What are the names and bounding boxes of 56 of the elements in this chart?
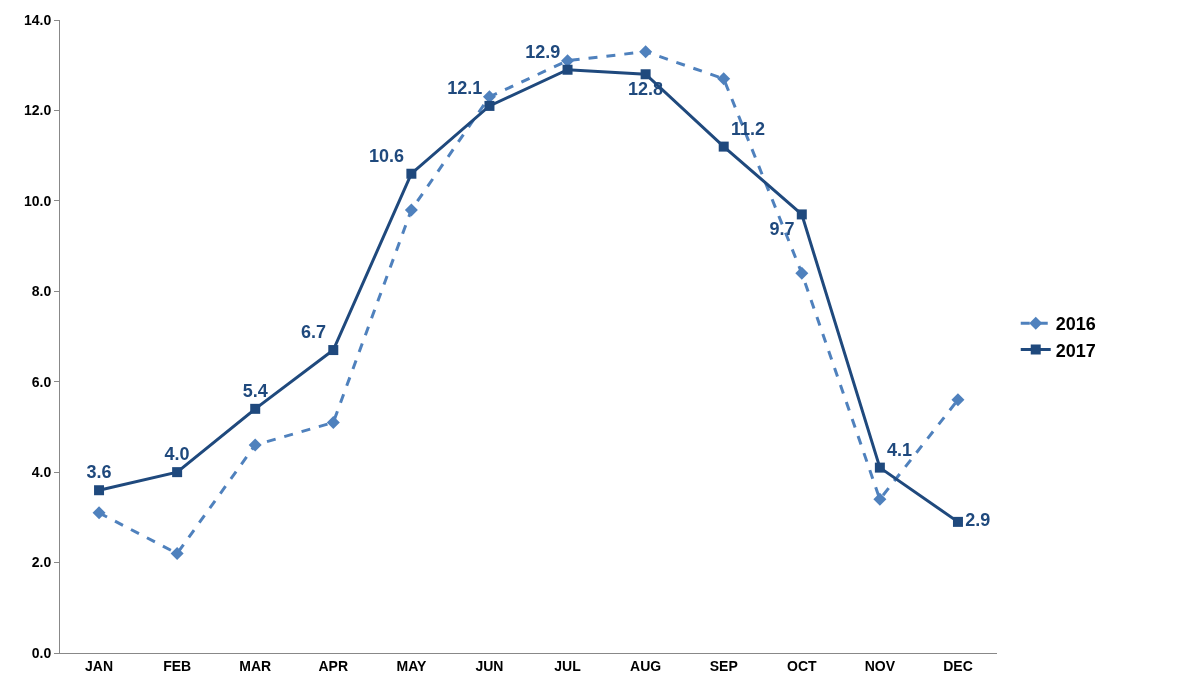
data-label: 10.6 [369, 145, 405, 166]
y-tick-label: 0.0 [31, 644, 52, 661]
x-tick-label: JUL [554, 657, 582, 674]
y-tick-label: 10.0 [23, 192, 52, 209]
point [404, 203, 418, 217]
point [250, 403, 261, 414]
y-tick-label: 14.0 [23, 11, 52, 28]
data-label: 12.8 [628, 79, 664, 100]
y-tick-label: 2.0 [31, 554, 52, 571]
point [718, 141, 729, 152]
point [248, 438, 262, 452]
x-tick-label: JAN [85, 657, 114, 674]
x-tick-label: OCT [787, 657, 818, 674]
y-tick-label: 8.0 [31, 283, 52, 300]
point [796, 209, 807, 220]
x-tick-label: MAY [396, 657, 427, 674]
x-tick-label: NOV [864, 657, 896, 674]
point [795, 266, 809, 280]
legend-label: 2017 [1055, 340, 1096, 361]
point [951, 393, 965, 407]
point [640, 69, 651, 80]
point [406, 168, 417, 179]
point [170, 547, 184, 561]
x-tick-label: APR [318, 657, 349, 674]
x-tick-label: MAR [239, 657, 272, 674]
y-tick-label: 4.0 [31, 464, 52, 481]
point [92, 506, 106, 520]
x-tick-label: SEP [709, 657, 738, 674]
data-label: 4.1 [887, 439, 913, 460]
point [639, 45, 653, 59]
point [562, 64, 573, 75]
data-label: 11.2 [730, 118, 766, 139]
legend-label: 2016 [1055, 314, 1096, 335]
x-tick-label: DEC [943, 657, 973, 674]
x-tick-label: JUN [475, 657, 504, 674]
point [484, 100, 495, 111]
data-label: 6.7 [301, 322, 327, 343]
data-label: 2.9 [965, 510, 991, 531]
data-label: 9.7 [769, 219, 795, 240]
point [873, 492, 887, 506]
data-label: 12.9 [525, 41, 561, 62]
data-label: 3.6 [86, 462, 112, 483]
point [94, 485, 105, 496]
point [172, 467, 183, 478]
point [328, 345, 339, 356]
point [717, 72, 731, 86]
x-tick-label: FEB [163, 657, 192, 674]
y-tick-label: 12.0 [23, 102, 52, 119]
x-tick-label: AUG [630, 657, 662, 674]
point [952, 516, 963, 527]
y-tick-label: 6.0 [31, 373, 52, 390]
point [874, 462, 885, 473]
point [326, 415, 340, 429]
data-label: 4.0 [164, 444, 190, 465]
data-label: 12.1 [447, 78, 483, 99]
data-label: 5.4 [242, 381, 268, 402]
